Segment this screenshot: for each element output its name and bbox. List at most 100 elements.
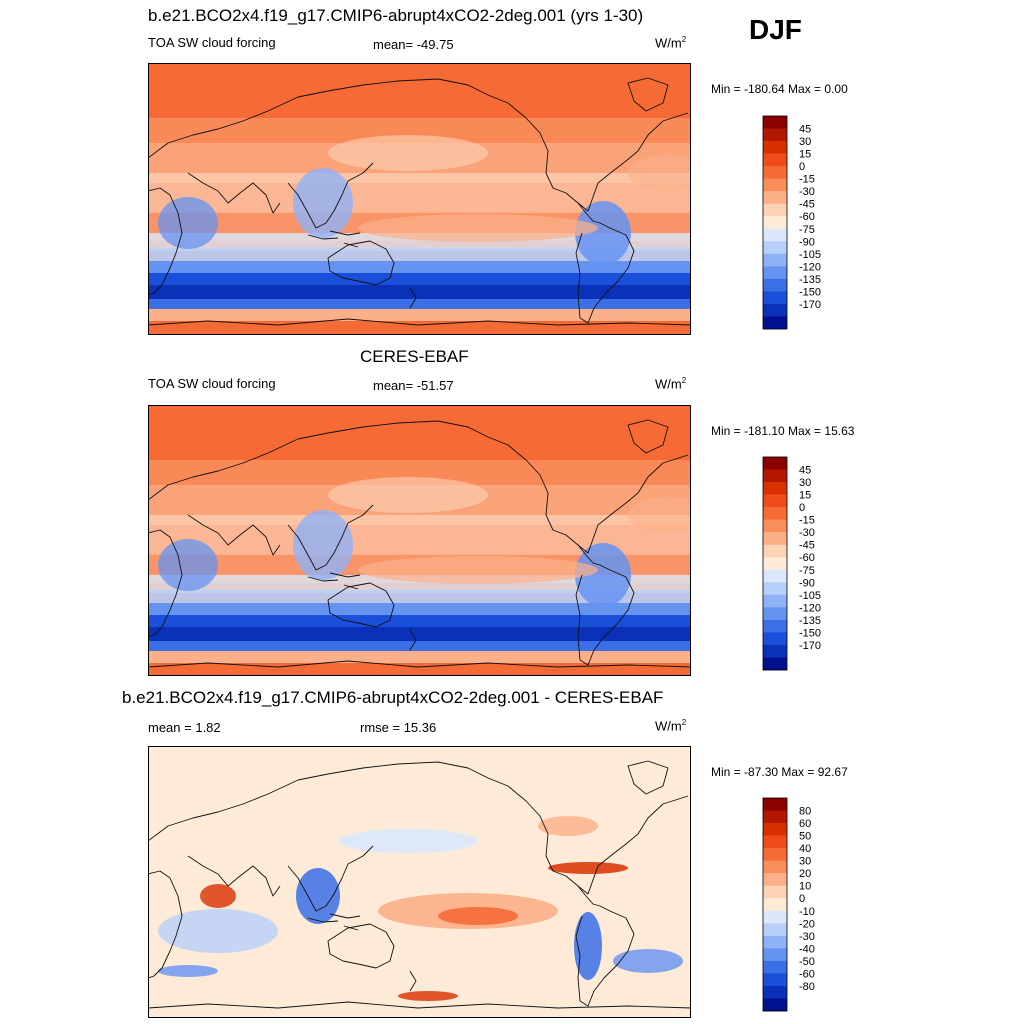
colorbar-box: [763, 569, 787, 583]
coastline: [627, 77, 669, 112]
colorbar-box: [763, 923, 787, 937]
field-blob: [158, 909, 278, 953]
colorbar-box: [763, 948, 787, 962]
colorbar-tick-label: -120: [799, 261, 821, 273]
colorbar-box: [763, 644, 787, 658]
panel-3-rmse: rmse = 15.36: [360, 720, 437, 735]
colorbar-tick-label: -60: [799, 211, 815, 223]
field-blob: [158, 197, 218, 249]
colorbar-tick-label: 40: [799, 843, 811, 855]
colorbar-tick-label: 0: [799, 893, 805, 905]
panel-3-minmax: Min = -87.30 Max = 92.67: [711, 765, 848, 779]
colorbar-box: [763, 469, 787, 483]
colorbar-frame: [762, 797, 788, 1012]
colorbar-box: [763, 898, 787, 912]
colorbar-box: [763, 278, 787, 292]
colorbar-box: [763, 228, 787, 242]
panel-1-units: W/m2: [655, 35, 687, 51]
coastline: [409, 970, 417, 992]
colorbar-box: [763, 632, 787, 646]
coastline: [575, 885, 635, 1007]
coastline: [148, 529, 183, 638]
colorbar-tick-label: 30: [799, 477, 811, 489]
colorbar-box: [763, 798, 787, 811]
colorbar-box: [763, 873, 787, 887]
colorbar-tick-label: 30: [799, 136, 811, 148]
coastline: [307, 572, 361, 590]
colorbar-tick-label: 15: [799, 149, 811, 161]
field-blob: [328, 135, 488, 171]
colorbar-tick-label: -50: [799, 956, 815, 968]
colorbar-tick-label: 80: [799, 806, 811, 818]
colorbar-tick-label: -60: [799, 968, 815, 980]
colorbar-tick-label: -75: [799, 224, 815, 236]
colorbar-box: [763, 935, 787, 949]
colorbar-tick-label: -75: [799, 565, 815, 577]
field-blob: [158, 539, 218, 591]
field-band: [148, 309, 691, 321]
colorbar-tick-label: 45: [799, 465, 811, 477]
colorbar-box: [763, 607, 787, 621]
field-band: [148, 285, 691, 299]
coastline: [148, 318, 691, 326]
coastline: [327, 923, 395, 969]
colorbar-box: [763, 116, 787, 129]
field-blob: [158, 965, 218, 977]
colorbar-tick-label: -150: [799, 286, 821, 298]
colorbar-tick-label: -105: [799, 249, 821, 261]
colorbar-frame: [762, 456, 788, 671]
coastline: [148, 420, 489, 501]
panel-2-minmax: Min = -181.10 Max = 15.63: [711, 424, 855, 438]
colorbar-tick-label: -40: [799, 943, 815, 955]
colorbar-box: [763, 960, 787, 974]
colorbar-tick-label: 20: [799, 868, 811, 880]
colorbar-tick-label: -30: [799, 931, 815, 943]
colorbar-box: [763, 619, 787, 633]
coastline: [187, 172, 281, 214]
coastline: [287, 504, 374, 571]
field-blob: [200, 884, 236, 908]
colorbar-box: [763, 241, 787, 255]
field-blob: [628, 497, 691, 533]
colorbar-box: [763, 582, 787, 596]
coastline: [409, 629, 417, 651]
colorbar-box: [763, 253, 787, 267]
colorbar-box: [763, 519, 787, 533]
colorbar-tick-label: -15: [799, 174, 815, 186]
colorbar-tick-label: 60: [799, 818, 811, 830]
colorbar-box: [763, 860, 787, 874]
field-blob: [548, 862, 628, 874]
field-blob: [358, 214, 598, 242]
colorbar-box: [763, 316, 787, 330]
colorbar-tick-label: 0: [799, 502, 805, 514]
panel-3-title: b.e21.BCO2x4.f19_g17.CMIP6-abrupt4xCO2-2…: [122, 688, 664, 707]
colorbar-box: [763, 128, 787, 142]
colorbar-tick-label: 0: [799, 161, 805, 173]
colorbar-tick-label: -90: [799, 577, 815, 589]
coastline: [148, 870, 183, 979]
colorbar-tick-label: -10: [799, 906, 815, 918]
colorbar-box: [763, 973, 787, 987]
field-band: [148, 603, 691, 617]
field-blob: [398, 991, 458, 1001]
colorbar-tick-label: 10: [799, 881, 811, 893]
colorbar-box: [763, 266, 787, 280]
colorbar-box: [763, 823, 787, 836]
field-band: [148, 746, 691, 1018]
colorbar-tick-label: -60: [799, 552, 815, 564]
panel-1-mean: mean= -49.75: [373, 37, 454, 52]
colorbar-box: [763, 191, 787, 205]
colorbar-tick-label: -15: [799, 515, 815, 527]
colorbar-box: [763, 216, 787, 230]
panel-1-title: b.e21.BCO2x4.f19_g17.CMIP6-abrupt4xCO2-2…: [148, 6, 644, 25]
panel-3-units: W/m2: [655, 718, 687, 734]
field-band: [148, 651, 691, 663]
coastline: [307, 913, 361, 931]
colorbar-box: [763, 810, 787, 824]
panel-2-mean: mean= -51.57: [373, 378, 454, 393]
coastline: [148, 1001, 691, 1009]
field-blob: [358, 556, 598, 584]
colorbar-tick-label: -45: [799, 199, 815, 211]
colorbar-tick-label: -90: [799, 236, 815, 248]
